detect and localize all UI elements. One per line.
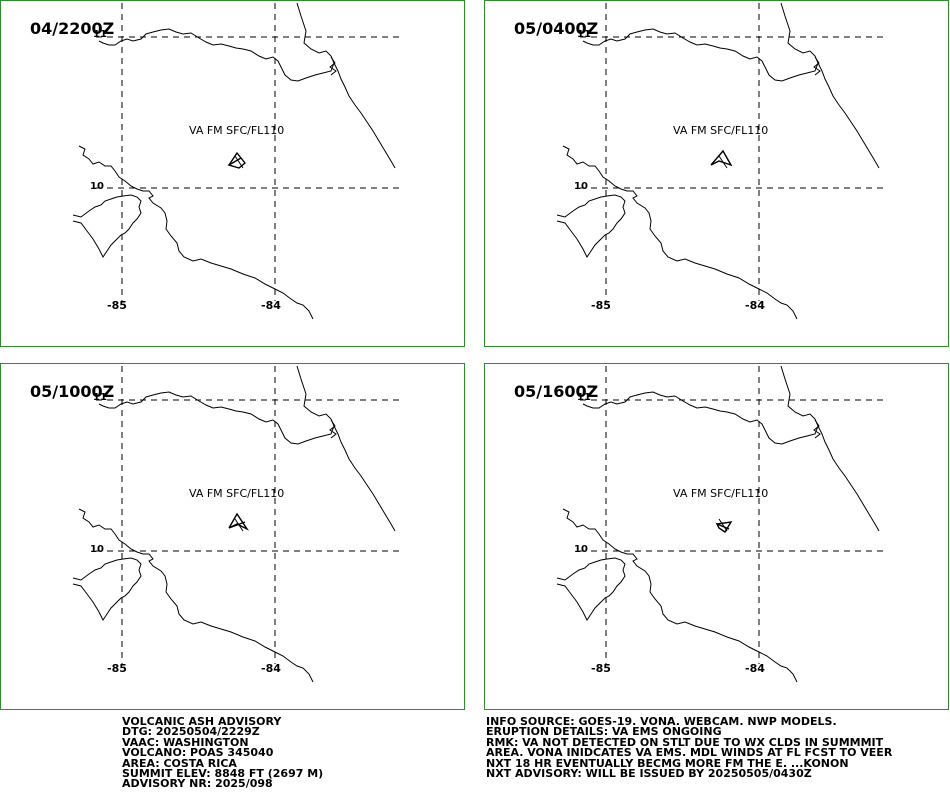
ash-mark [718, 155, 728, 169]
advisory-line: AREA. VONA INIDCATES VA EMS. MDL WINDS A… [486, 746, 893, 760]
lon-label-east: -84 [745, 662, 765, 675]
advisory-left-block: VOLCANIC ASH ADVISORY DTG: 20250504/2229… [122, 715, 324, 791]
coastline-pacific [78, 145, 314, 320]
ash-label: VA FM SFC/FL110 [189, 124, 285, 137]
lat-lon-grid [96, 3, 401, 301]
advisory-line: VAAC: WASHINGTON [122, 735, 249, 749]
coastline-nicoya-gulf [556, 557, 626, 621]
lat-label-north: 11 [577, 392, 591, 403]
ash-mark [234, 518, 244, 532]
lat-label-south: 10 [90, 544, 104, 555]
ash-polygon [710, 149, 733, 167]
lat-label-south: 10 [574, 544, 588, 555]
lat-label-north: 11 [93, 29, 107, 40]
coastline-east [817, 62, 880, 169]
advisory-line: DTG: 20250504/2229Z [122, 725, 260, 739]
forecast-panel-1: 04/2200Z VA FM SFC/FL110 -85 -84 10 11 [0, 0, 465, 347]
advisory-line: VOLCANO: POAS 345040 [122, 746, 274, 760]
ash-plume-icon [710, 149, 733, 169]
coastline [556, 2, 880, 320]
lat-label-north: 11 [93, 392, 107, 403]
advisory-line: SUMMIT ELEV: 8848 FT (2697 M) [122, 766, 324, 780]
ash-mark [234, 155, 244, 169]
advisory-right-block: INFO SOURCE: GOES-19. VONA. WEBCAM. NWP … [486, 715, 893, 780]
coastline [556, 365, 880, 683]
map-svg [556, 2, 885, 320]
coast-inlet [329, 56, 337, 76]
lon-label-west: -85 [107, 299, 127, 312]
advisory-line: RMK: VA NOT DETECTED ON STLT DUE TO WX C… [486, 735, 884, 749]
coastline-nicoya-gulf [72, 194, 142, 258]
coastline-nicoya-gulf [556, 194, 626, 258]
lat-lon-grid [580, 366, 885, 664]
lat-label-south: 10 [90, 181, 104, 192]
advisory-line: VOLCANIC ASH ADVISORY [122, 715, 282, 728]
ash-polygon [227, 151, 246, 169]
map-svg [72, 2, 401, 320]
coast-inlet [813, 419, 821, 439]
panel-time: 05/1000Z [30, 382, 115, 401]
coast-inlet [329, 419, 337, 439]
ash-label: VA FM SFC/FL110 [673, 124, 769, 137]
coast-inlet [813, 56, 821, 76]
advisory-line: AREA: COSTA RICA [122, 756, 237, 770]
ash-mark [718, 518, 728, 532]
coastline-north [98, 2, 335, 82]
lon-label-east: -84 [261, 299, 281, 312]
forecast-panel-4: 05/1600Z VA FM SFC/FL110 -85 -84 10 11 [484, 363, 949, 710]
lat-label-south: 10 [574, 181, 588, 192]
coastline-north [98, 365, 335, 445]
advisory-line: NXT 18 HR EVENTUALLY BECMG MORE FM THE E… [486, 756, 849, 770]
coastline-east [817, 425, 880, 532]
ash-polygon [228, 512, 250, 531]
advisory-line: INFO SOURCE: GOES-19. VONA. WEBCAM. NWP … [486, 715, 837, 728]
coastline-pacific [562, 145, 798, 320]
advisory-line: ADVISORY NR: 2025/098 [122, 777, 273, 791]
panel-time: 05/1600Z [514, 382, 599, 401]
lon-label-west: -85 [591, 662, 611, 675]
coastline [72, 365, 396, 683]
lon-label-west: -85 [591, 299, 611, 312]
lat-lon-grid [96, 366, 401, 664]
coastline-east [333, 62, 396, 169]
advisory-line: ERUPTION DETAILS: VA EMS ONGOING [486, 725, 722, 739]
ash-label: VA FM SFC/FL110 [673, 487, 769, 500]
forecast-panel-3: 05/1000Z VA FM SFC/FL110 -85 -84 10 11 [0, 363, 465, 710]
coastline-north [582, 365, 819, 445]
panel-time: 05/0400Z [514, 19, 599, 38]
lon-label-east: -84 [261, 662, 281, 675]
coastline-north [582, 2, 819, 82]
ash-plume-icon [228, 512, 250, 532]
coastline-nicoya-gulf [72, 557, 142, 621]
lat-label-north: 11 [577, 29, 591, 40]
advisory-line: NXT ADVISORY: WILL BE ISSUED BY 20250505… [486, 766, 812, 780]
ash-plume-icon [715, 518, 733, 533]
map-svg [72, 365, 401, 683]
ash-label: VA FM SFC/FL110 [189, 487, 285, 500]
coastline-pacific [562, 508, 798, 683]
forecast-panel-2: 05/0400Z VA FM SFC/FL110 -85 -84 10 11 [484, 0, 949, 347]
coastline-east [333, 425, 396, 532]
coastline-pacific [78, 508, 314, 683]
coastline [72, 2, 396, 320]
map-svg [556, 365, 885, 683]
lon-label-east: -84 [745, 299, 765, 312]
ash-plume-icon [227, 151, 246, 169]
lon-label-west: -85 [107, 662, 127, 675]
panel-time: 04/2200Z [30, 19, 115, 38]
lat-lon-grid [580, 3, 885, 301]
ash-polygon [715, 521, 733, 533]
